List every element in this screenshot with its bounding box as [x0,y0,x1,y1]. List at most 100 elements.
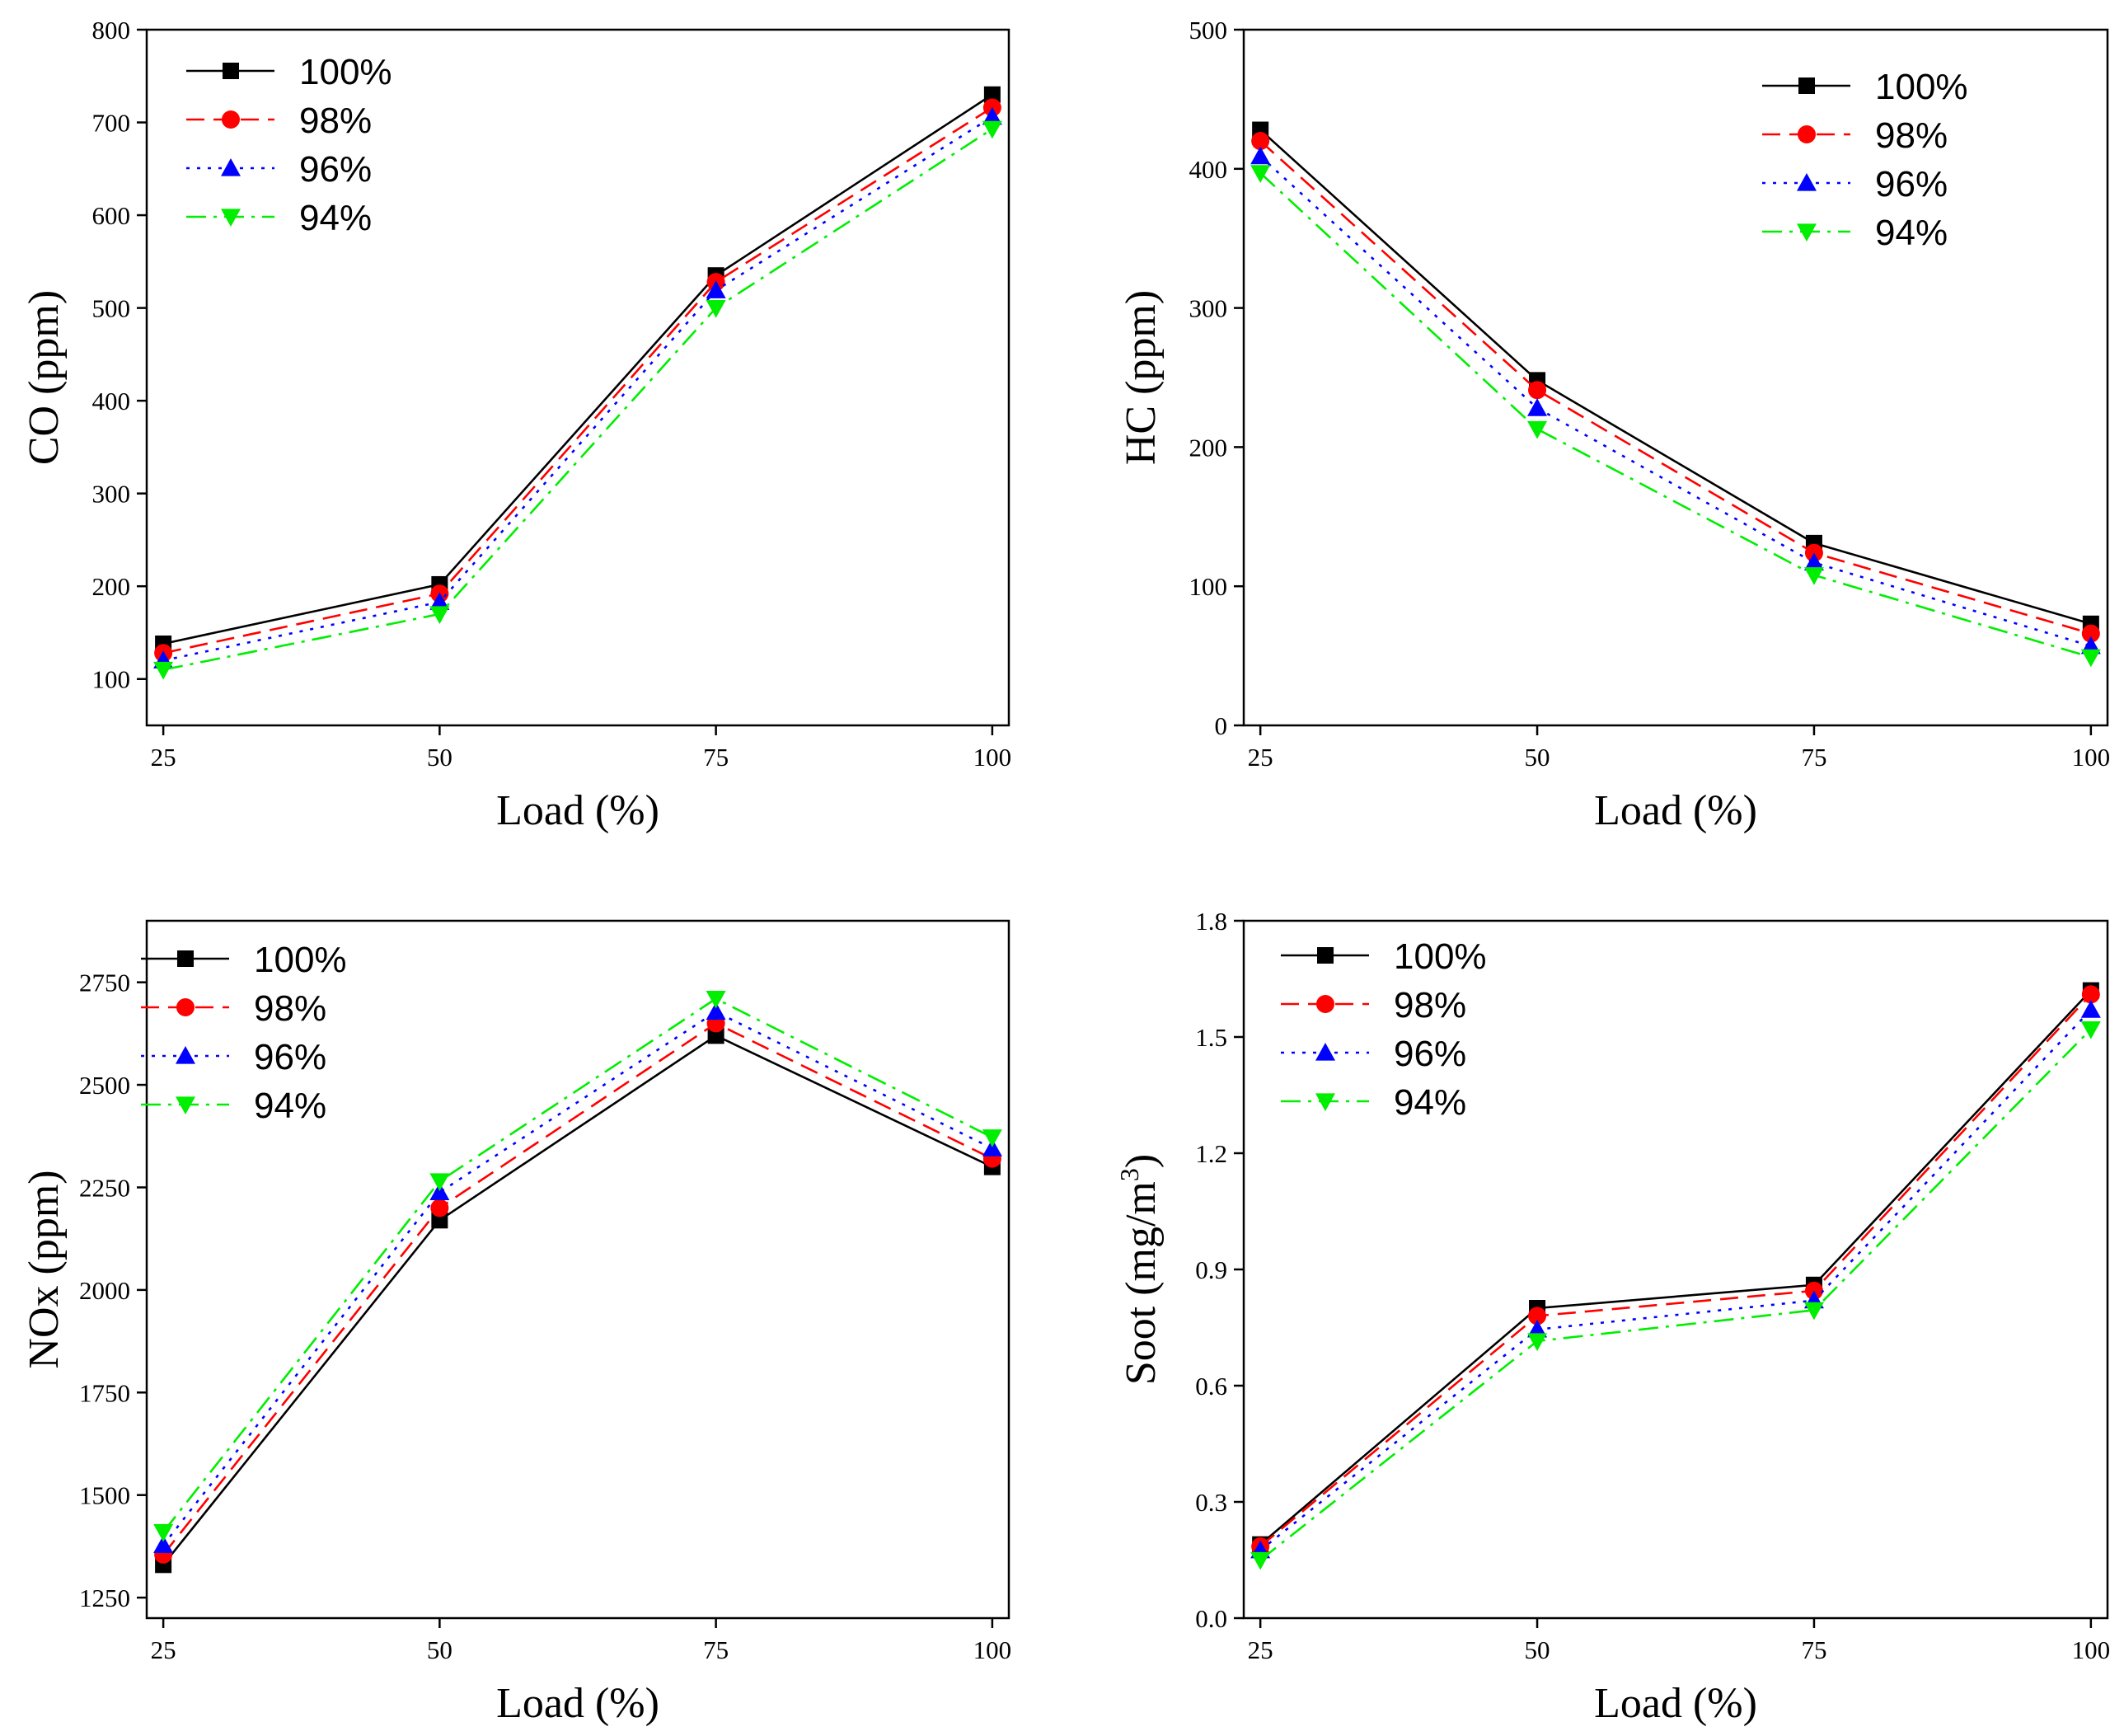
data-point-marker [429,606,450,624]
data-point-marker [706,280,726,298]
series-line [1259,140,2092,635]
co-x-tick-label: 75 [703,743,729,772]
hc-y-tick-label: 0 [1215,711,1228,740]
data-point-marker [706,300,726,318]
co-series-98pct [154,98,1001,663]
hc-x-tick-label: 25 [1248,743,1273,772]
co-y-tick-label: 800 [92,16,131,45]
legend-marker [176,1096,195,1114]
data-point-marker [431,1212,448,1229]
legend-label: 96% [1875,164,1948,204]
series-line [1259,1009,2092,1551]
series-line [1259,155,2092,648]
nox-series-96pct [153,1002,1002,1554]
data-point-marker [153,661,174,680]
co-x-tick-label: 100 [973,743,1012,772]
soot-y-tick-label: 1.5 [1195,1023,1227,1052]
legend-label: 94% [254,1086,326,1126]
series-line [162,1021,993,1555]
legend-marker [176,1046,195,1064]
data-point-marker [2081,624,2100,643]
series-line [162,128,993,671]
hc-x-tick-label: 50 [1525,743,1550,772]
nox-x-tick-label: 50 [427,1635,452,1664]
legend-marker [222,110,240,129]
soot-series-100pct [1252,982,2099,1553]
legend-label: 100% [1394,936,1487,977]
legend-label: 100% [254,940,347,980]
legend-label: 96% [1394,1034,1466,1074]
nox-y-tick-label: 2000 [79,1276,130,1305]
data-point-marker [1527,1319,1548,1338]
data-point-marker [2081,985,2100,1004]
co-series-100pct [155,86,1001,652]
hc-y-tick-label: 100 [1189,572,1228,601]
data-point-marker [982,120,1002,139]
data-point-marker [1803,1302,1824,1321]
legend-marker [1798,125,1816,143]
legend-marker [1316,995,1334,1013]
legend-marker [1798,77,1815,94]
hc-series-100pct [1252,121,2099,632]
nox-y-tick-label: 1500 [79,1481,130,1510]
legend-label: 98% [1875,115,1948,156]
soot-x-tick-label: 25 [1248,1635,1273,1664]
hc-y-tick-label: 500 [1189,16,1228,45]
data-point-marker [982,1138,1002,1157]
hc-x-axis-title: Load (%) [1594,787,1757,834]
nox-y-tick-label: 2500 [79,1071,130,1100]
nox-y-tick-label: 2750 [79,969,130,997]
soot-panel: 25 50 75 100 0.0 0.3 0.6 0.9 1.2 1.5 1.8 Load (%) So… [1114,907,2110,1727]
series-line [1259,993,2092,1548]
data-point-marker [430,1199,449,1218]
co-y-tick-label: 400 [92,387,131,415]
soot-y-axis-title: Soot (mg/m3) [1114,1154,1165,1385]
hc-series-96pct [1250,146,2101,655]
soot-y-tick-label: 0.0 [1195,1604,1227,1633]
hc-series-98pct [1251,132,2100,643]
legend-label: 100% [1875,67,1968,107]
co-y-tick-label: 100 [92,665,131,694]
co-series-94pct [153,120,1002,680]
legend-label: 98% [254,988,326,1029]
data-point-marker [1527,1333,1548,1351]
co-y-tick-label: 300 [92,480,131,509]
data-point-marker [153,1535,174,1554]
co-y-tick-label: 600 [92,201,131,230]
data-point-marker [1803,552,1824,571]
data-point-marker [1528,1307,1547,1325]
hc-x-tick-label: 100 [2072,743,2111,772]
nox-x-tick-label: 75 [703,1635,729,1664]
co-plot-frame [145,28,1010,727]
data-point-marker [982,106,1002,125]
legend-label: 94% [1875,213,1948,253]
data-point-marker [707,1027,724,1044]
soot-x-tick-label: 100 [2072,1635,2111,1664]
soot-legend: 100% 98% 96% 94% [1281,936,1487,1123]
soot-x-axis-title: Load (%) [1594,1680,1757,1727]
data-point-marker [153,1523,174,1542]
nox-plot-frame [145,919,1010,1620]
co-x-tick-label: 50 [427,743,452,772]
data-point-marker [2080,649,2101,668]
co-y-tick-label: 200 [92,572,131,601]
legend-marker [177,950,194,967]
legend-marker [221,158,241,176]
soot-y-tick-label: 0.6 [1195,1372,1227,1401]
nox-series-98pct [154,1014,1001,1564]
data-point-marker [429,1182,450,1201]
legend-label: 94% [299,198,372,238]
series-line [1259,989,2092,1546]
series-line [162,93,993,645]
hc-y-tick-label: 200 [1189,433,1228,462]
nox-legend: 100% 98% 96% 94% [141,940,347,1126]
series-line [162,997,993,1533]
hc-y-tick-label: 300 [1189,294,1228,323]
nox-panel: 25 50 75 100 1250 1500 1750 2000 2250 2500 2750 Loa… [21,919,1011,1727]
legend-label: 96% [299,149,372,190]
legend-marker [1315,1093,1335,1111]
co-x-tick-label: 25 [151,743,176,772]
data-point-marker [1250,146,1271,165]
data-point-marker [982,1129,1002,1147]
series-line [162,1034,993,1566]
